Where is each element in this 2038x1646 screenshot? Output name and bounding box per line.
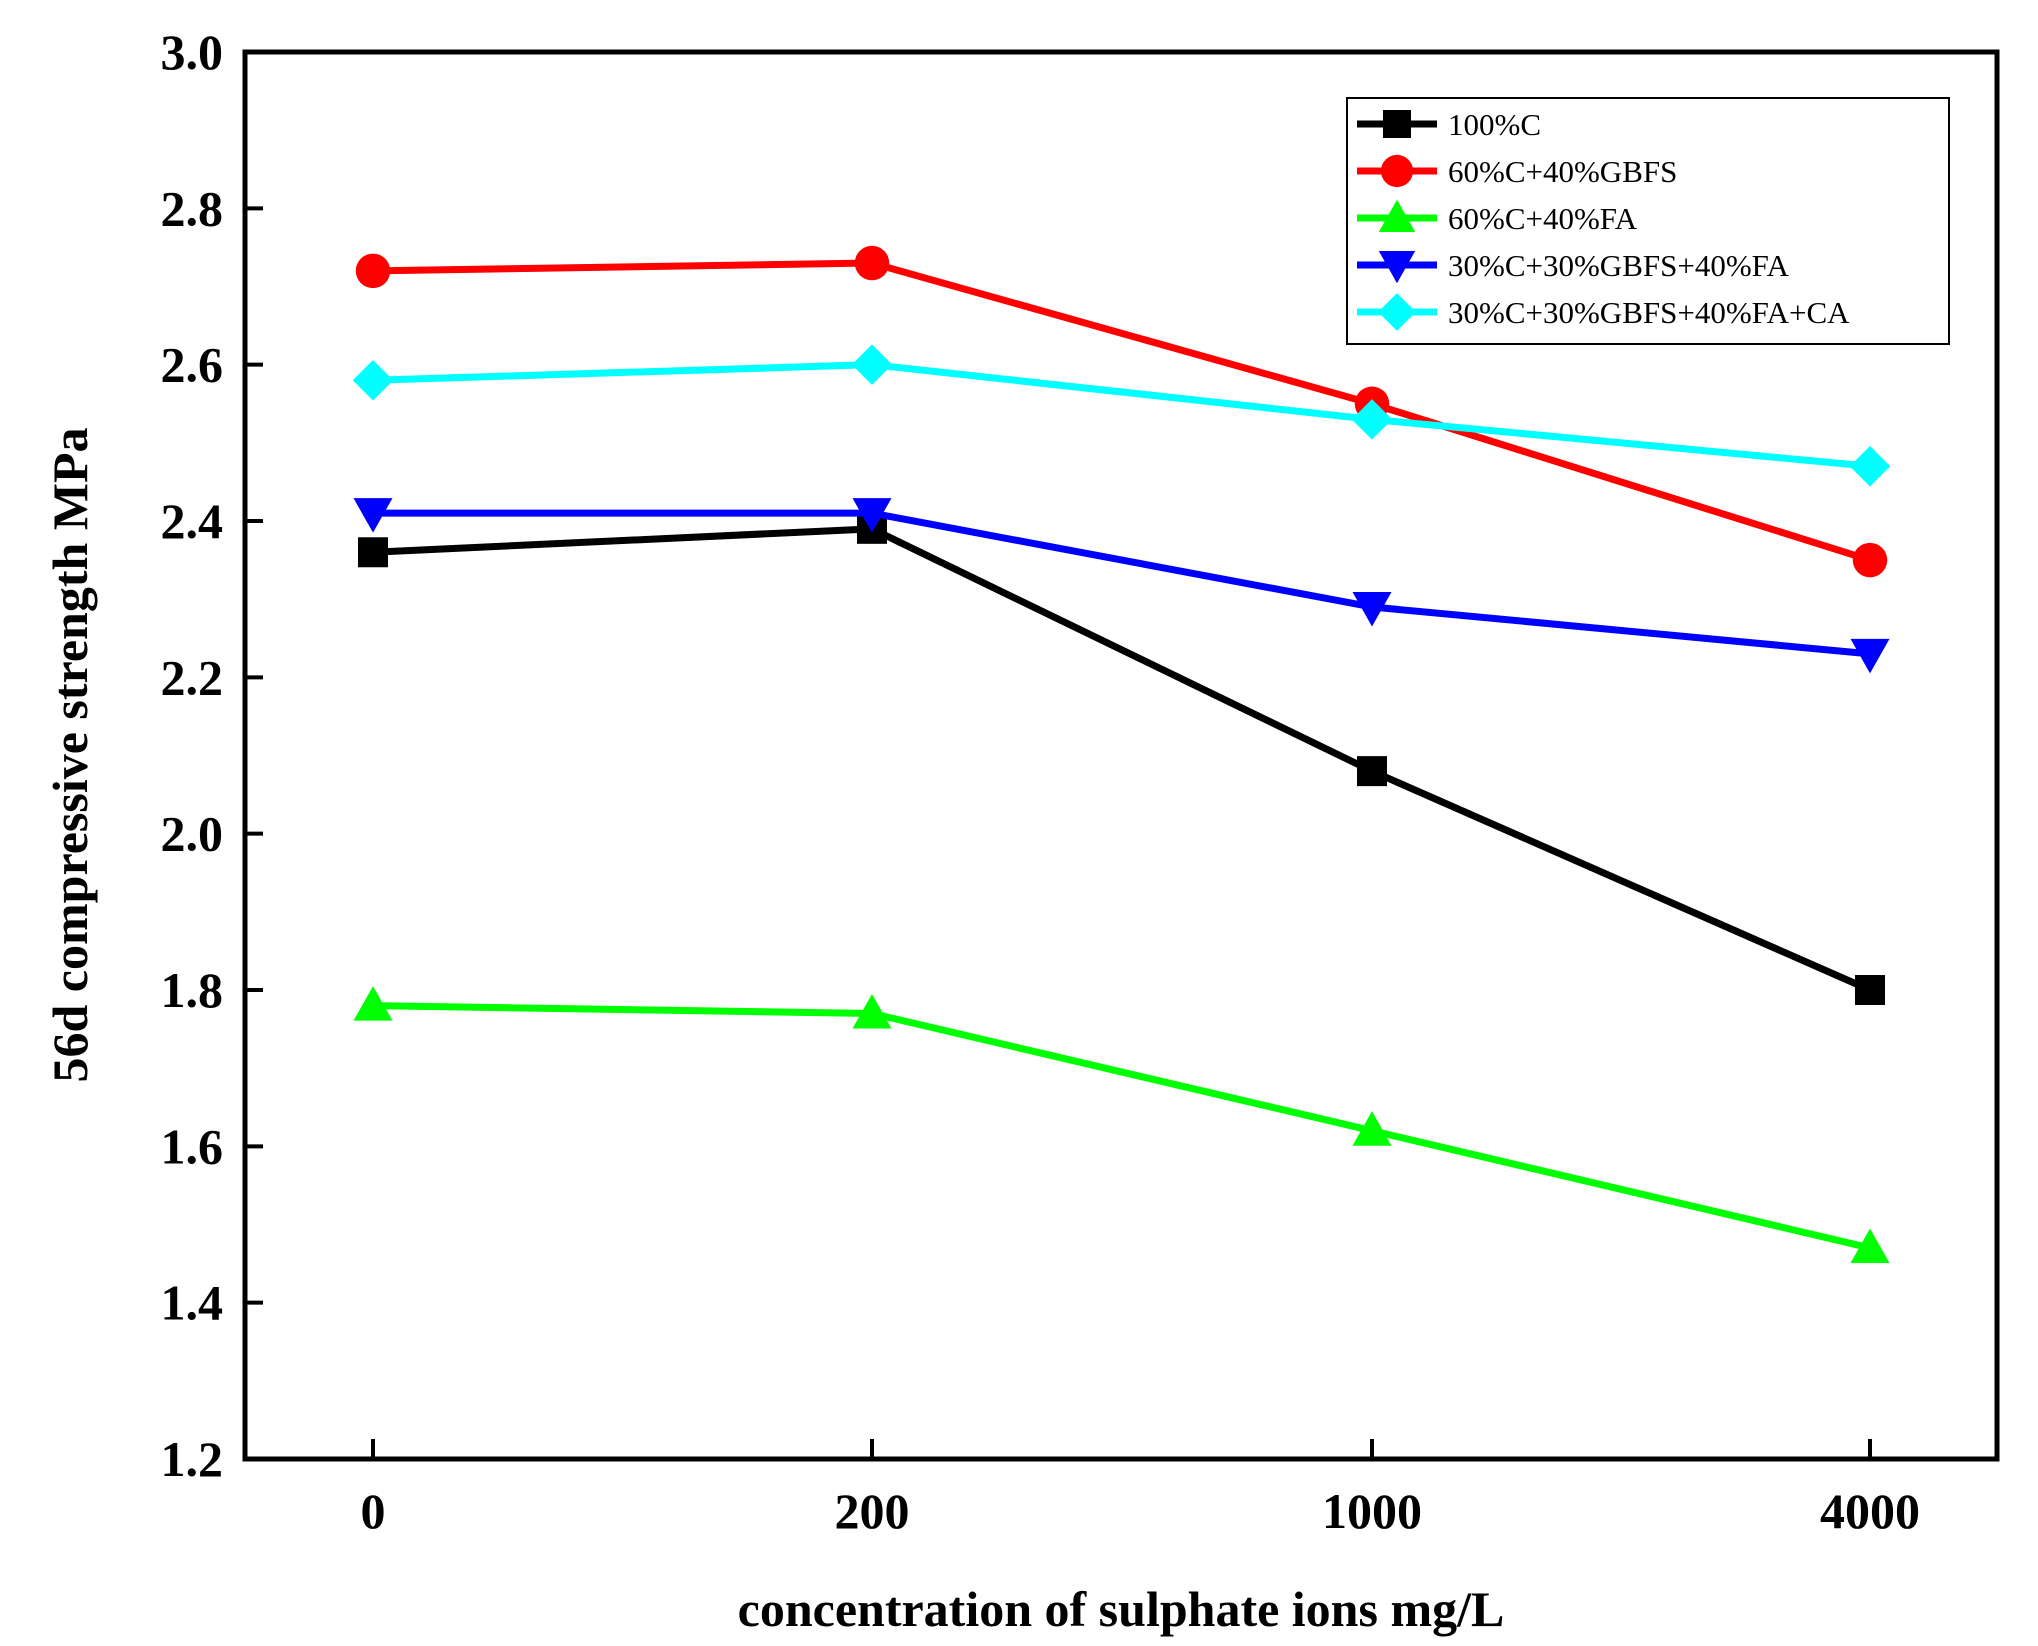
y-tick-label: 2.0 [161,806,224,862]
plot-frame [242,49,2000,1462]
circle-marker [355,253,391,289]
square-marker [1383,110,1411,138]
triangle-down-marker [852,498,892,533]
y-tick-label: 1.2 [161,1431,224,1487]
y-tick-label: 2.8 [161,180,224,236]
legend-label: 60%C+40%GBFS [1448,154,1677,189]
series-5 [352,344,1891,487]
triangle-up-marker [1378,199,1416,232]
triangle-up-marker [852,993,892,1029]
triangle-up-marker [1352,1111,1392,1146]
series-line [372,1002,1871,1252]
legend-label: 30%C+30%GBFS+40%FA [1448,248,1790,283]
x-tick-label: 200 [835,1483,910,1539]
legend: 100%C 60%C+40%GBFS 60%C+40%FA 30%C+30%GBFS+… [1346,97,1950,345]
triangle-down-marker [1850,638,1890,674]
x-axis: 0 200 1000 4000 [361,1439,1920,1539]
legend-label: 60%C+40%FA [1448,201,1638,236]
triangle-up-marker [353,986,393,1021]
y-axis-title: 56d compressive strength MPa [42,427,98,1082]
series-layer [352,245,1891,1263]
legend-label: 30%C+30%GBFS+40%FA+CA [1448,295,1850,330]
triangle-down-marker [353,498,393,533]
triangle-up-marker [1850,1228,1890,1263]
series-line [372,259,1872,564]
diamond-marker [352,360,394,401]
diamond-marker [1849,446,1891,487]
diamond-marker [1351,399,1393,440]
y-tick-label: 1.6 [161,1118,224,1174]
circle-marker [854,245,890,281]
triangle-down-marker [1352,591,1392,627]
square-marker [1855,975,1885,1005]
diamond-marker [851,344,893,385]
series-line [373,509,1871,658]
square-marker [1357,756,1387,787]
x-tick-label: 0 [361,1483,386,1539]
diamond-marker [1378,293,1416,331]
y-tick-label: 2.2 [161,649,224,705]
series-line [372,525,1872,994]
triangle-down-marker [1378,251,1416,284]
y-tick-label: 3.0 [161,24,224,80]
y-tick-label: 2.6 [161,337,224,393]
legend-label: 100%C [1448,107,1541,142]
x-tick-label: 4000 [1820,1483,1920,1539]
series-line [372,361,1871,470]
circle-marker [1852,542,1888,578]
circle-marker [1380,154,1414,188]
y-tick-label: 2.4 [161,493,224,549]
legend-box [1346,97,1950,345]
x-tick-label: 1000 [1322,1483,1422,1539]
y-axis: 1.2 1.4 1.6 1.8 2.0 2.2 2.4 2.6 2.8 3.0 [161,24,263,1487]
x-axis-title: concentration of sulphate ions mg/L [738,1581,1505,1637]
series-4 [353,498,1890,674]
series-3 [353,986,1890,1263]
square-marker [358,537,388,568]
y-tick-label: 1.8 [161,962,224,1018]
y-tick-label: 1.4 [161,1275,224,1331]
